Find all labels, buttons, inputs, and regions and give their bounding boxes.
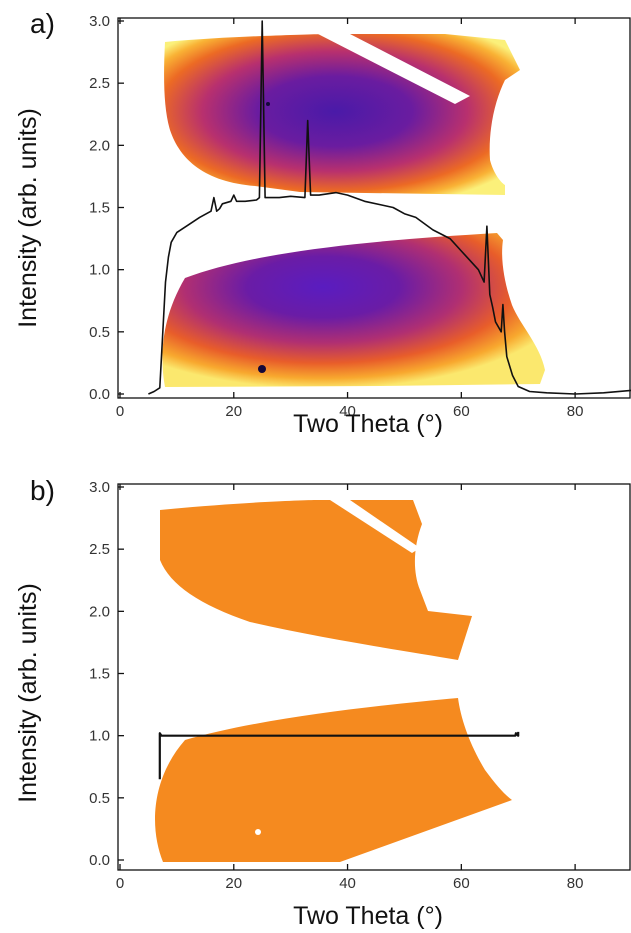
- panel-a-detector-bottom: [162, 233, 546, 387]
- panel-a-y-tick-label: 1.5: [89, 200, 110, 217]
- panel-a-y-tick-label: 0.0: [89, 386, 110, 403]
- panel-a-axes: 0 20 40 60 80 0.0 0.5 1.0 1.5 2.0 2.5 3.0: [89, 13, 583, 420]
- panel-b-detector-bottom: [155, 698, 512, 862]
- panel-a-xlabel: Two Theta (°): [293, 410, 443, 438]
- panel-a-x-tick-label: 80: [567, 403, 584, 420]
- panel-b-x-tick-label: 40: [339, 875, 356, 892]
- panel-b-y-tick-label: 1.0: [89, 728, 110, 745]
- panel-b-y-tick-label: 0.0: [89, 852, 110, 869]
- panel-a-x-tick-label: 0: [116, 403, 124, 420]
- panel-a-y-tick-label: 2.5: [89, 75, 110, 92]
- panel-a-x-tick-label: 20: [225, 403, 242, 420]
- panel-b-plot-frame: [117, 483, 631, 871]
- panel-b-xlabel: Two Theta (°): [293, 902, 443, 930]
- panel-a-ylabel: Intensity (arb. units): [14, 108, 42, 328]
- panel-b-detector-slit: [330, 500, 420, 553]
- panel-b-axes: 0 20 40 60 80 0.0 0.5 1.0 1.5 2.0 2.5 3.0: [89, 479, 583, 892]
- panel-a: a) 0 20 40 60 80 0.0 0.5 1.0 1.5 2.0 2.5 3.0 Two Th…: [14, 8, 631, 438]
- panel-a-x-tick-label: 40: [339, 403, 356, 420]
- panel-b-detector-spot: [255, 829, 261, 835]
- panel-a-series-line: [148, 20, 631, 395]
- panel-a-detector-spot: [258, 365, 266, 373]
- panel-b: b) 0 20 40 60 80 0.0 0.5 1.0 1.5 2.0 2.5 3.0 Two Th…: [14, 475, 631, 930]
- panel-a-y-tick-label: 2.0: [89, 137, 110, 154]
- panel-b-ylabel: Intensity (arb. units): [14, 583, 42, 803]
- panel-b-x-tick-label: 80: [567, 875, 584, 892]
- panel-b-label: b): [30, 475, 55, 506]
- panel-b-y-tick-label: 2.0: [89, 603, 110, 620]
- panel-b-series-line: [158, 731, 520, 780]
- panel-b-y-tick-label: 2.5: [89, 541, 110, 558]
- panel-a-detector-spot-small: [266, 102, 270, 106]
- panel-b-x-tick-label: 20: [225, 875, 242, 892]
- panel-b-detector-image: [155, 500, 512, 862]
- panel-b-x-tick-label: 60: [453, 875, 470, 892]
- panel-b-y-tick-label: 3.0: [89, 479, 110, 496]
- panel-a-y-tick-label: 0.5: [89, 324, 110, 341]
- panel-a-detector-image: [162, 34, 546, 387]
- panel-a-detector-slit: [318, 34, 470, 104]
- panel-b-detector-top: [160, 500, 472, 660]
- panel-a-y-tick-label: 3.0: [89, 13, 110, 30]
- panel-b-y-tick-label: 0.5: [89, 790, 110, 807]
- panel-a-y-tick-label: 1.0: [89, 262, 110, 279]
- panel-a-detector-top: [164, 34, 521, 195]
- panel-b-y-tick-label: 1.5: [89, 666, 110, 683]
- panel-a-label: a): [30, 8, 55, 39]
- panel-b-x-tick-label: 0: [116, 875, 124, 892]
- panel-a-x-tick-label: 60: [453, 403, 470, 420]
